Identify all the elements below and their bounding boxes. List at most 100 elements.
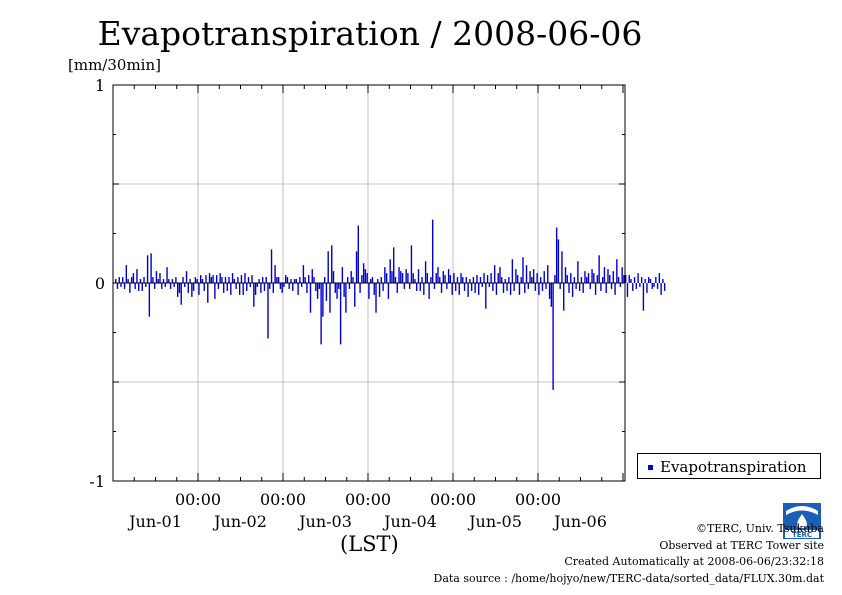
data-bar [628,275,630,283]
x-date-label: Jun-05 [467,512,522,531]
data-bar [168,279,170,283]
data-bar [663,283,666,291]
data-bar [460,273,462,283]
data-bar [626,283,629,297]
data-bar [488,283,491,287]
data-bar [462,277,464,283]
data-bar [212,275,214,283]
data-bar [463,283,466,291]
data-bar [431,219,434,283]
data-bar [440,283,443,293]
data-bar [561,251,563,283]
data-bar [541,283,544,291]
data-bar [256,283,259,287]
data-bar [346,277,349,283]
source-text: Data source : /home/hojyo/new/TERC-data/… [433,571,825,585]
data-bar [208,273,211,283]
data-bar [297,283,299,295]
data-bar [323,277,326,283]
data-bar [430,277,432,283]
data-bar [633,277,636,283]
data-bar [617,277,620,283]
data-bar [433,283,436,289]
data-bar [646,283,648,293]
x-time-label: 00:00 [430,490,476,509]
data-bar [578,283,581,291]
data-bar [244,273,246,283]
data-bar [407,273,409,283]
data-bar [623,275,625,283]
data-bar [405,269,407,283]
data-bar [596,275,599,283]
data-bar [184,283,186,287]
data-bar [240,275,243,283]
y-tick-label: 1 [95,76,105,95]
y-tick-label: 0 [95,274,105,293]
data-bar [639,283,641,287]
data-bar [355,251,358,283]
data-bar [453,273,455,283]
data-bar [339,283,342,345]
data-bar [370,279,372,283]
data-bar [261,277,264,283]
data-bar [178,283,181,293]
data-bar [290,279,292,283]
data-bar [359,283,361,293]
data-bar [189,279,191,283]
data-bar [146,255,149,283]
data-bar [605,283,607,293]
data-bar [231,273,234,283]
data-bar [246,283,248,291]
data-bar [577,261,579,283]
data-bar [449,275,452,283]
data-bar [272,283,274,293]
data-bar [573,277,576,283]
data-bar [143,277,145,283]
data-bar [609,275,611,283]
x-time-label: 00:00 [175,490,221,509]
data-bar [311,269,313,283]
data-bar [387,283,390,299]
data-bar [141,283,143,291]
data-bar [486,275,489,283]
x-time-label: 00:00 [345,490,391,509]
data-bar [150,253,152,283]
data-bar [304,277,306,283]
data-bar [176,283,179,297]
data-bar [159,273,161,283]
data-bar [601,277,604,283]
data-bar [518,283,521,295]
data-bar [380,277,383,283]
data-bar [295,279,298,283]
data-bar [192,283,195,291]
data-bar [288,283,290,289]
data-bar [249,283,251,287]
data-bar [334,283,336,293]
data-bar [621,267,623,283]
data-bar [584,271,586,283]
y-axis-unit-label: [mm/30min] [68,56,161,74]
data-bar [325,283,328,301]
data-bar [511,259,514,283]
data-bar [258,279,260,283]
data-bar [497,273,499,283]
data-bar [191,283,193,297]
data-bar [442,271,444,283]
data-bar [538,283,540,295]
data-bar [308,275,310,283]
data-bar [322,283,324,317]
data-bar [152,277,154,283]
data-bar [400,271,402,283]
data-bar [559,283,561,289]
data-bar [504,279,506,283]
data-bar [228,277,230,283]
data-bar [632,283,634,291]
data-bar [182,277,184,283]
copyright-text: ©TERC, Univ. Tsukuba [695,522,824,535]
credits-block: ©TERC, Univ. Tsukuba Observed at TERC To… [434,521,825,587]
data-bar [338,283,340,289]
data-bar [612,271,614,283]
data-bar [214,283,216,299]
data-bar [465,277,468,283]
